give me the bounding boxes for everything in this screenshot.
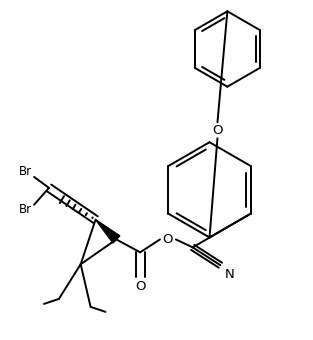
Text: Br: Br xyxy=(19,166,32,178)
Text: Br: Br xyxy=(19,203,32,216)
Text: O: O xyxy=(135,279,146,292)
Text: O: O xyxy=(212,124,223,137)
Polygon shape xyxy=(95,220,120,243)
Text: O: O xyxy=(163,233,173,246)
Text: N: N xyxy=(224,268,234,280)
